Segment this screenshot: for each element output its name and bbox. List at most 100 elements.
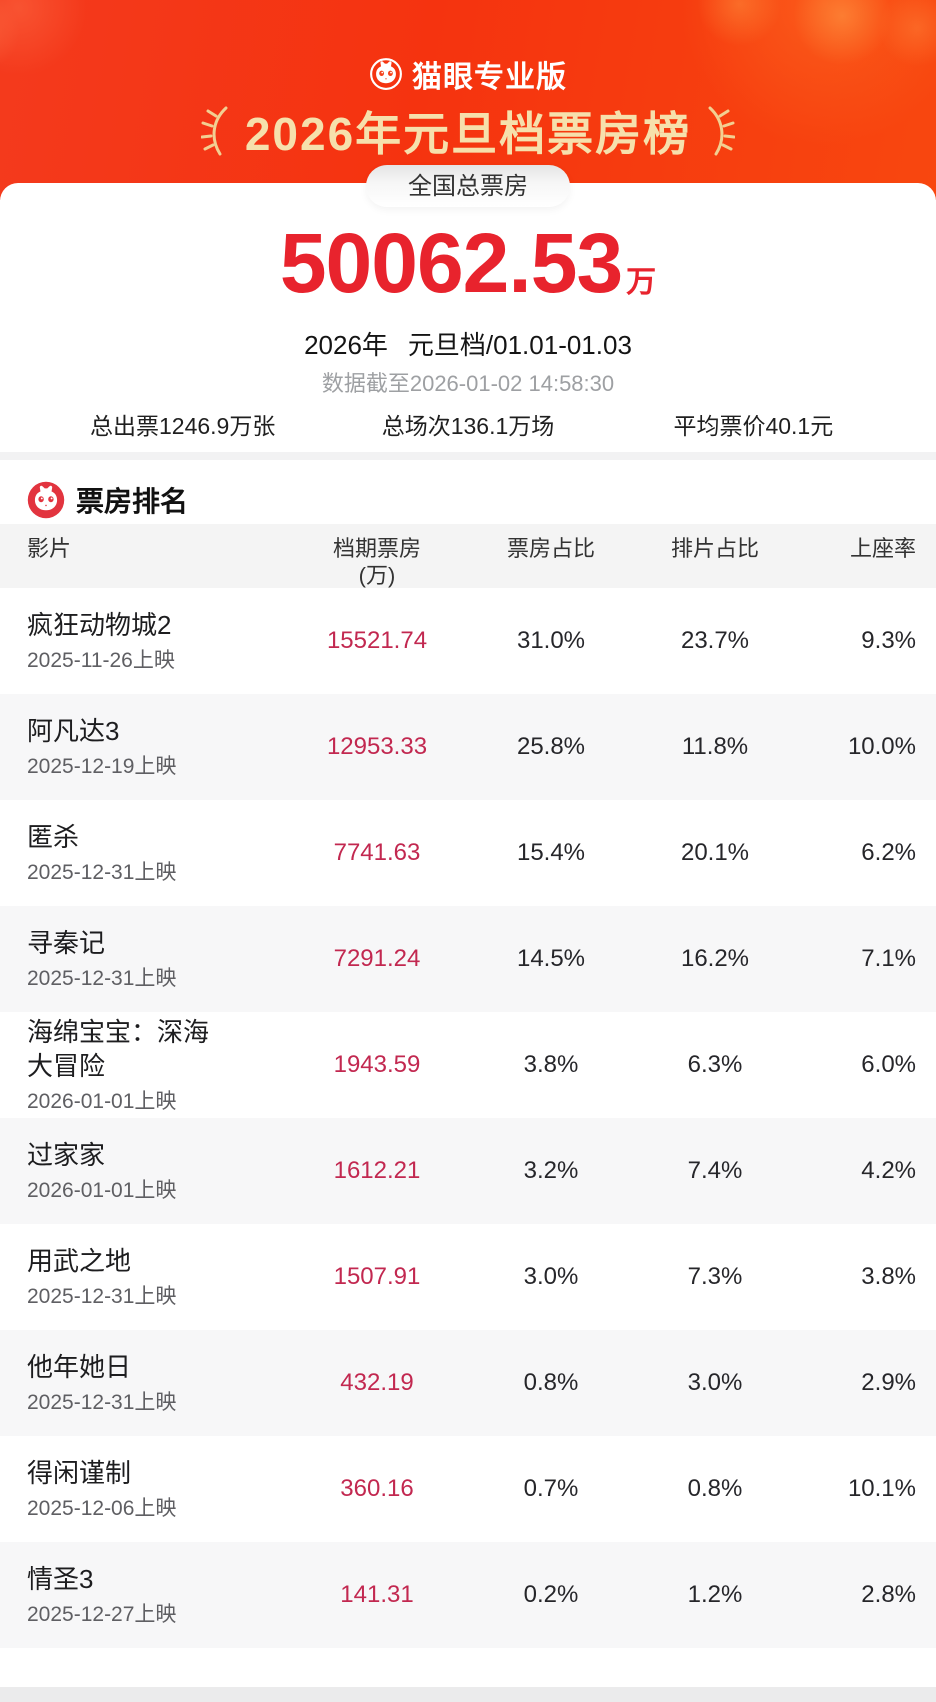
ranking-section-title: 票房排名 bbox=[76, 486, 189, 517]
brand-row: 猫眼专业版 bbox=[0, 52, 936, 96]
film-title: 他年她日 bbox=[27, 1352, 132, 1382]
film-box-share: 15.4% bbox=[516, 839, 586, 866]
film-box-office: 12953.33 bbox=[326, 733, 428, 760]
film-title: 疯狂动物城2 bbox=[27, 610, 172, 640]
stat-total-screenings: 总场次136.1万场 bbox=[381, 413, 555, 439]
film-cell: 情圣3 2025-12-27上映 bbox=[27, 1562, 267, 1628]
film-box-share: 25.8% bbox=[516, 733, 586, 760]
table-row[interactable]: 他年她日 2025-12-31上映 432.19 0.8% 3.0% 2.9% bbox=[0, 1330, 936, 1436]
film-box-share: 14.5% bbox=[516, 945, 586, 972]
film-cell: 疯狂动物城2 2025-11-26上映 bbox=[27, 608, 267, 674]
period-year: 2026年 bbox=[304, 330, 388, 360]
film-box-office: 141.31 bbox=[340, 1581, 414, 1608]
summary-card: 全国总票房 50062.53 万 2026年 元旦档/01.01-01.03 数据… bbox=[0, 165, 936, 1648]
table-row[interactable]: 疯狂动物城2 2025-11-26上映 15521.74 31.0% 23.7%… bbox=[0, 588, 936, 694]
film-release-date: 2025-12-27上映 bbox=[27, 1603, 177, 1626]
film-occupancy: 2.8% bbox=[861, 1581, 916, 1608]
film-release-date: 2025-11-26上映 bbox=[27, 649, 175, 672]
film-screening-share: 3.0% bbox=[687, 1369, 743, 1396]
film-box-office: 7291.24 bbox=[333, 945, 421, 972]
film-box-share: 0.7% bbox=[523, 1475, 579, 1502]
film-box-share: 3.0% bbox=[523, 1263, 579, 1290]
film-title: 阿凡达3 bbox=[27, 716, 120, 746]
film-occupancy: 9.3% bbox=[861, 627, 916, 654]
data-cutoff-timestamp: 数据截至2026-01-02 14:58:30 bbox=[321, 371, 615, 396]
ranking-table-header: 影片 档期票房 (万) 票房占比 排片占比 上座率 bbox=[0, 524, 936, 588]
film-screening-share: 6.3% bbox=[687, 1051, 743, 1078]
film-cell: 他年她日 2025-12-31上映 bbox=[27, 1350, 267, 1416]
laurel-right-icon bbox=[708, 106, 736, 156]
film-screening-share: 11.8% bbox=[681, 733, 749, 760]
period-range: 元旦档/01.01-01.03 bbox=[407, 330, 632, 360]
table-row[interactable]: 用武之地 2025-12-31上映 1507.91 3.0% 7.3% 3.8% bbox=[0, 1224, 936, 1330]
stat-average-price: 平均票价40.1元 bbox=[673, 413, 834, 439]
film-box-office: 1507.91 bbox=[333, 1263, 421, 1290]
maoyan-cat-badge-icon bbox=[27, 481, 65, 519]
film-cell: 用武之地 2025-12-31上映 bbox=[27, 1244, 267, 1310]
film-occupancy: 10.0% bbox=[847, 733, 916, 760]
column-header-screening-share: 排片占比 bbox=[670, 536, 759, 561]
total-box-office-unit: 万 bbox=[626, 266, 657, 299]
laurel-left-icon bbox=[200, 106, 228, 156]
film-title: 得闲谨制 bbox=[27, 1458, 132, 1488]
film-release-date: 2025-12-31上映 bbox=[27, 1391, 177, 1414]
film-screening-share: 16.2% bbox=[680, 945, 750, 972]
film-title: 过家家 bbox=[27, 1140, 106, 1170]
film-release-date: 2025-12-31上映 bbox=[27, 1285, 177, 1308]
ranking-table-body: 疯狂动物城2 2025-11-26上映 15521.74 31.0% 23.7%… bbox=[0, 588, 936, 1648]
page-title: 2026年元旦档票房榜 bbox=[244, 108, 692, 160]
film-title: 寻秦记 bbox=[27, 928, 106, 958]
film-release-date: 2026-01-01上映 bbox=[27, 1090, 177, 1113]
table-row[interactable]: 过家家 2026-01-01上映 1612.21 3.2% 7.4% 4.2% bbox=[0, 1118, 936, 1224]
film-cell: 阿凡达3 2025-12-19上映 bbox=[27, 714, 267, 780]
film-occupancy: 6.0% bbox=[861, 1051, 916, 1078]
film-cell: 匿杀 2025-12-31上映 bbox=[27, 820, 267, 886]
footer-strip bbox=[0, 1687, 936, 1702]
column-header-box-share: 票房占比 bbox=[506, 536, 595, 561]
film-box-office: 15521.74 bbox=[326, 627, 428, 654]
table-row[interactable]: 情圣3 2025-12-27上映 141.31 0.2% 1.2% 2.8% bbox=[0, 1542, 936, 1648]
national-box-office-badge: 全国总票房 bbox=[366, 165, 570, 207]
film-screening-share: 7.4% bbox=[687, 1157, 743, 1184]
film-screening-share: 7.3% bbox=[687, 1263, 743, 1290]
film-cell: 寻秦记 2025-12-31上映 bbox=[27, 926, 267, 992]
column-header-occupancy: 上座率 bbox=[849, 536, 916, 561]
film-occupancy: 3.8% bbox=[861, 1263, 916, 1290]
film-occupancy: 10.1% bbox=[847, 1475, 916, 1502]
film-release-date: 2025-12-31上映 bbox=[27, 861, 177, 884]
film-screening-share: 20.1% bbox=[680, 839, 750, 866]
table-row[interactable]: 寻秦记 2025-12-31上映 7291.24 14.5% 16.2% 7.1… bbox=[0, 906, 936, 1012]
hero-title-row: 2026年元旦档票房榜 bbox=[0, 98, 936, 164]
film-box-office: 7741.63 bbox=[333, 839, 421, 866]
total-box-office: 50062.53 万 bbox=[0, 183, 936, 311]
film-title: 用武之地 bbox=[27, 1246, 132, 1276]
table-row[interactable]: 匿杀 2025-12-31上映 7741.63 15.4% 20.1% 6.2% bbox=[0, 800, 936, 906]
film-box-share: 3.8% bbox=[523, 1051, 579, 1078]
film-box-office: 432.19 bbox=[340, 1369, 414, 1396]
film-box-office: 1612.21 bbox=[333, 1157, 421, 1184]
stat-tickets-sold: 总出票1246.9万张 bbox=[89, 413, 276, 439]
period-label: 2026年 元旦档/01.01-01.03 bbox=[0, 325, 936, 362]
section-divider bbox=[0, 452, 936, 460]
film-screening-share: 0.8% bbox=[687, 1475, 743, 1502]
film-box-office: 360.16 bbox=[340, 1475, 414, 1502]
film-title: 匿杀 bbox=[27, 822, 80, 852]
film-box-share: 3.2% bbox=[523, 1157, 579, 1184]
film-release-date: 2025-12-06上映 bbox=[27, 1497, 177, 1520]
film-cell: 得闲谨制 2025-12-06上映 bbox=[27, 1456, 267, 1522]
maoyan-cat-icon bbox=[369, 57, 403, 91]
film-screening-share: 1.2% bbox=[687, 1581, 743, 1608]
film-release-date: 2025-12-19上映 bbox=[27, 755, 177, 778]
table-row[interactable]: 得闲谨制 2025-12-06上映 360.16 0.7% 0.8% 10.1% bbox=[0, 1436, 936, 1542]
table-row[interactable]: 阿凡达3 2025-12-19上映 12953.33 25.8% 11.8% 1… bbox=[0, 694, 936, 800]
film-box-share: 0.8% bbox=[523, 1369, 579, 1396]
table-row[interactable]: 海绵宝宝：深海大冒险 2026-01-01上映 1943.59 3.8% 6.3… bbox=[0, 1012, 936, 1118]
film-box-office: 1943.59 bbox=[333, 1051, 421, 1078]
film-box-share: 0.2% bbox=[523, 1581, 579, 1608]
summary-stats-row: 总出票1246.9万张 总场次136.1万场 平均票价40.1元 bbox=[0, 410, 936, 442]
film-title: 情圣3 bbox=[27, 1564, 94, 1594]
ranking-section-header: 票房排名 bbox=[0, 478, 936, 522]
film-release-date: 2026-01-01上映 bbox=[27, 1179, 177, 1202]
column-header-film: 影片 bbox=[27, 536, 72, 561]
film-title: 海绵宝宝：深海大冒险 bbox=[27, 1017, 210, 1081]
